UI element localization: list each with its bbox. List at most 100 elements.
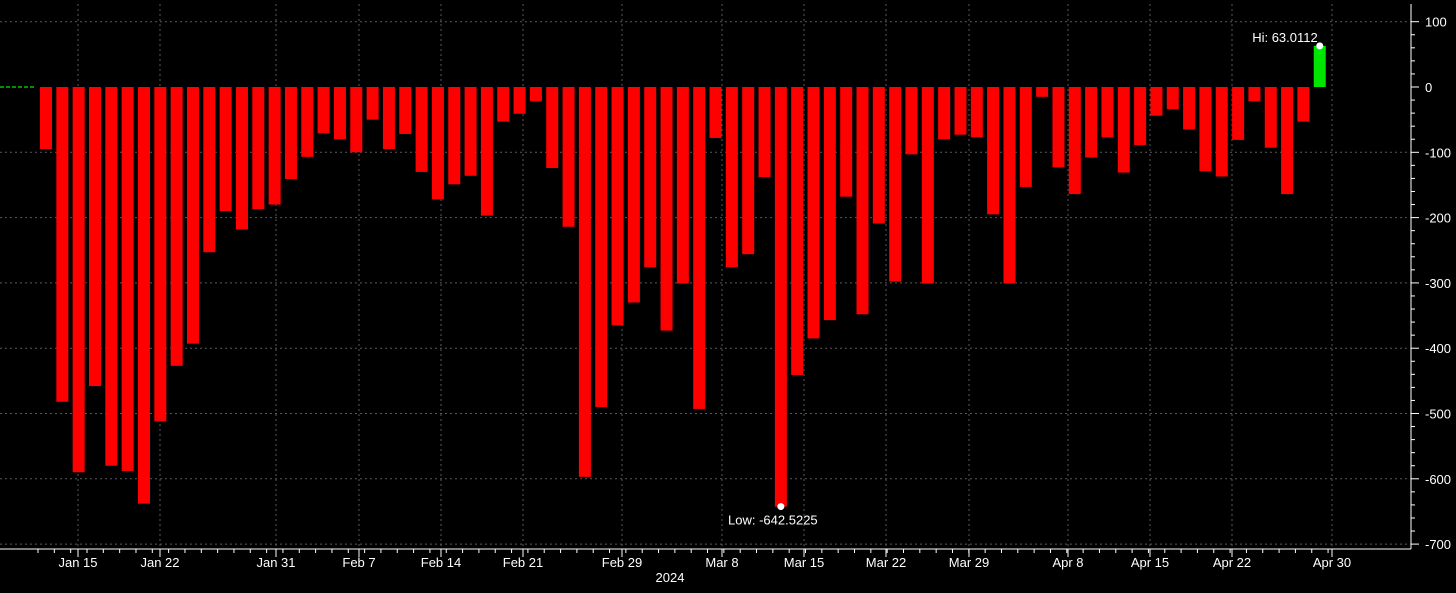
y-tick-label: -100 xyxy=(1425,145,1451,160)
bar xyxy=(1199,87,1212,172)
bar xyxy=(203,87,216,253)
year-label: 2024 xyxy=(656,570,685,585)
bar xyxy=(807,87,820,339)
bar xyxy=(170,87,183,366)
bar xyxy=(40,87,52,150)
bar xyxy=(1248,87,1261,102)
bar xyxy=(1134,87,1147,146)
bar xyxy=(823,87,836,321)
bar xyxy=(350,87,363,153)
x-tick-label: Jan 15 xyxy=(58,555,97,570)
bar xyxy=(431,87,444,200)
x-tick-label: Mar 8 xyxy=(705,555,738,570)
bar xyxy=(562,87,575,227)
bar xyxy=(1215,87,1228,177)
bar xyxy=(1297,87,1310,122)
bar xyxy=(529,87,542,102)
bar xyxy=(480,87,493,216)
bar xyxy=(611,87,624,326)
bar xyxy=(235,87,248,230)
bar xyxy=(660,87,673,331)
bar xyxy=(252,87,265,210)
bar xyxy=(448,87,461,185)
bar xyxy=(709,87,722,138)
bar xyxy=(1150,87,1163,116)
bar xyxy=(872,87,885,224)
bar xyxy=(1117,87,1130,173)
bar xyxy=(301,87,314,157)
x-tick-label: Feb 29 xyxy=(602,555,642,570)
bar xyxy=(889,87,902,282)
y-tick-label: -300 xyxy=(1425,276,1451,291)
bar xyxy=(921,87,934,284)
bar xyxy=(987,87,1000,215)
bar xyxy=(546,87,559,168)
bar xyxy=(137,87,150,504)
bar xyxy=(595,87,608,407)
bar xyxy=(121,87,134,471)
bar xyxy=(513,87,526,114)
low-annotation-label: Low: -642.5225 xyxy=(728,513,818,528)
x-tick-label: Mar 29 xyxy=(949,555,989,570)
y-tick-label: 100 xyxy=(1425,15,1447,30)
x-tick-label: Apr 22 xyxy=(1213,555,1251,570)
bar xyxy=(758,87,771,178)
bar xyxy=(56,87,69,402)
bar xyxy=(317,87,330,134)
bar xyxy=(497,87,510,122)
x-tick-label: Feb 7 xyxy=(342,555,375,570)
bar xyxy=(627,87,640,303)
x-tick-label: Mar 15 xyxy=(784,555,824,570)
bar xyxy=(382,87,395,150)
bar xyxy=(1313,45,1326,87)
bar xyxy=(88,87,101,387)
x-tick-label: Feb 14 xyxy=(421,555,461,570)
y-tick-label: -700 xyxy=(1425,537,1451,552)
x-tick-label: Apr 8 xyxy=(1052,555,1083,570)
bar xyxy=(676,87,689,284)
x-tick-label: Apr 30 xyxy=(1313,555,1351,570)
bar xyxy=(970,87,983,138)
bar xyxy=(1183,87,1196,130)
bar xyxy=(840,87,853,197)
bar xyxy=(1232,87,1245,140)
bar xyxy=(1003,87,1016,284)
bar xyxy=(1166,87,1179,110)
annotations: Hi: 63.0112 Low: -642.5225 xyxy=(728,30,1324,528)
y-tick-label: 0 xyxy=(1425,80,1432,95)
bar xyxy=(284,87,297,180)
x-tick-label: Apr 15 xyxy=(1131,555,1169,570)
y-tick-label: -200 xyxy=(1425,211,1451,226)
bar xyxy=(1085,87,1098,158)
bar xyxy=(742,87,755,255)
bar xyxy=(905,87,918,155)
bar xyxy=(415,87,428,172)
x-tick-label: Jan 31 xyxy=(256,555,295,570)
bar xyxy=(644,87,657,268)
low-marker xyxy=(777,503,785,511)
bar xyxy=(693,87,706,409)
bar xyxy=(186,87,199,344)
bar xyxy=(268,87,281,205)
x-tick-labels: Jan 15 Jan 22 Jan 31 Feb 7 Feb 14 Feb 21 Feb 2… xyxy=(58,555,1351,570)
bar xyxy=(1264,87,1277,148)
bar xyxy=(154,87,167,422)
bar xyxy=(774,87,787,507)
bar xyxy=(1019,87,1032,187)
y-tick-label: -600 xyxy=(1425,472,1451,487)
high-marker xyxy=(1316,42,1324,50)
bar xyxy=(1052,87,1065,168)
high-annotation-label: Hi: 63.0112 xyxy=(1252,30,1318,45)
x-tick-label: Mar 22 xyxy=(866,555,906,570)
x-tick-label: Jan 22 xyxy=(140,555,179,570)
bar xyxy=(72,87,85,473)
bar xyxy=(366,87,379,120)
bar xyxy=(399,87,412,135)
bar xyxy=(578,87,591,477)
bar xyxy=(219,87,232,212)
y-tick-label: -500 xyxy=(1425,407,1451,422)
axes xyxy=(0,4,1419,557)
bar xyxy=(1101,87,1114,138)
bar xyxy=(725,87,738,268)
